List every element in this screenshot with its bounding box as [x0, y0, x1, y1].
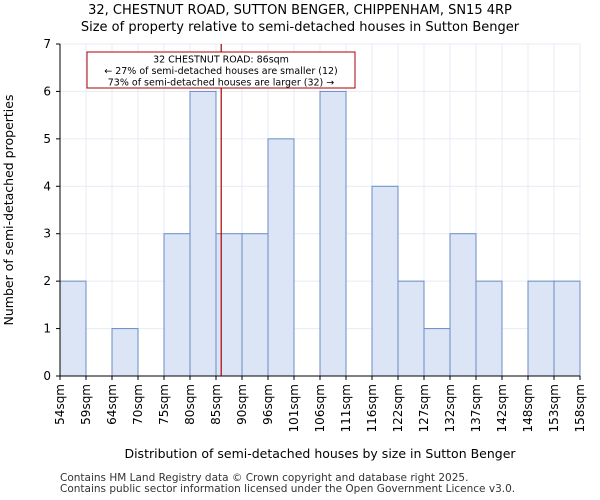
- bar-153sqm: [553, 280, 581, 377]
- chart-title-address: 32, CHESTNUT ROAD, SUTTON BENGER, CHIPPE…: [88, 3, 512, 18]
- bar-80sqm: [189, 90, 217, 377]
- x-tick-label: 111sqm: [339, 384, 353, 432]
- x-tick-label: 59sqm: [79, 384, 93, 425]
- y-tick-label: 0: [43, 369, 51, 383]
- x-tick-label: 106sqm: [313, 384, 327, 432]
- x-tick-label: 142sqm: [495, 384, 509, 432]
- annotation-line-3: 73% of semi-detached houses are larger (…: [108, 78, 335, 89]
- y-tick-label: 1: [43, 322, 51, 336]
- bar-54sqm: [59, 280, 87, 377]
- x-tick-label: 90sqm: [235, 384, 249, 425]
- bar-106sqm: [319, 90, 347, 377]
- x-tick-label: 54sqm: [53, 384, 67, 425]
- x-tick-label: 85sqm: [209, 384, 223, 425]
- annotation-box: [86, 51, 356, 89]
- y-tick-label: 4: [43, 179, 51, 193]
- footer-copyright: Contains HM Land Registry data © Crown c…: [60, 472, 469, 484]
- x-tick-label: 96sqm: [261, 384, 275, 425]
- bar-116sqm: [371, 185, 399, 377]
- bar-148sqm: [527, 280, 555, 377]
- x-tick-label: 70sqm: [131, 384, 145, 425]
- bar-90sqm: [241, 233, 269, 377]
- y-tick-label: 3: [43, 227, 51, 241]
- x-tick-label: 75sqm: [157, 384, 171, 425]
- x-tick-label: 80sqm: [183, 384, 197, 425]
- x-tick-label: 148sqm: [521, 384, 535, 432]
- bar-122sqm: [397, 280, 425, 377]
- bar-85sqm: [215, 233, 243, 377]
- bar-127sqm: [423, 328, 451, 377]
- histogram-chart: 0 1 2 3 4 5 6 7 54sqm 59sqm 64sqm 70sqm 75sqm 80sqm 85…: [1, 37, 587, 461]
- chart-title: Size of property relative to semi-detach…: [80, 20, 520, 35]
- bar-96sqm: [267, 138, 295, 377]
- x-tick-label: 64sqm: [105, 384, 119, 425]
- x-tick-label: 101sqm: [287, 384, 301, 432]
- annotation-line-2: ← 27% of semi-detached houses are smalle…: [104, 66, 338, 77]
- bar-132sqm: [449, 233, 477, 377]
- x-tick-label: 122sqm: [391, 384, 405, 432]
- x-axis-title: Distribution of semi-detached houses by …: [124, 446, 516, 461]
- y-axis-title: Number of semi-detached properties: [1, 95, 16, 326]
- bar-75sqm: [163, 233, 191, 377]
- x-tick-label: 127sqm: [417, 384, 431, 432]
- x-tick-label: 153sqm: [547, 384, 561, 432]
- bar-64sqm: [111, 328, 139, 377]
- y-tick-label: 2: [43, 274, 51, 288]
- x-tick-label: 116sqm: [365, 384, 379, 432]
- x-tick-label: 158sqm: [573, 384, 587, 432]
- y-tick-label: 7: [43, 37, 51, 51]
- footer-licence: Contains public sector information licen…: [60, 483, 516, 495]
- bar-137sqm: [475, 280, 503, 377]
- y-tick-label: 6: [43, 84, 51, 98]
- x-tick-label: 137sqm: [469, 384, 483, 432]
- x-tick-label: 132sqm: [443, 384, 457, 432]
- annotation-line-1: 32 CHESTNUT ROAD: 86sqm: [153, 55, 289, 66]
- y-tick-label: 5: [43, 132, 51, 146]
